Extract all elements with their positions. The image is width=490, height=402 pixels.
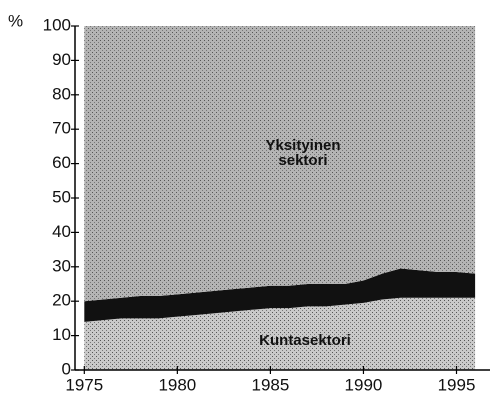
y-tick-label: 0	[62, 359, 71, 378]
x-tick-label: 1975	[65, 375, 103, 394]
x-tick-label: 1995	[438, 375, 476, 394]
y-tick-label: 90	[52, 50, 71, 69]
y-tick-label: 20	[52, 291, 71, 310]
x-tick-label: 1980	[158, 375, 196, 394]
y-tick-label: 40	[52, 222, 71, 241]
y-tick-label: 70	[52, 119, 71, 138]
area-label: Yksityinen sektori	[265, 137, 341, 169]
y-tick-label: 50	[52, 187, 71, 206]
y-tick-label: 60	[52, 153, 71, 172]
y-tick-label: 100	[43, 15, 71, 34]
x-tick-label: 1990	[345, 375, 383, 394]
y-tick-label: 30	[52, 256, 71, 275]
area-label: Kuntasektori	[259, 332, 351, 349]
y-tick-label: 80	[52, 84, 71, 103]
y-axis-label: %	[8, 11, 23, 30]
y-tick-label: 10	[52, 325, 71, 344]
x-tick-label: 1985	[251, 375, 289, 394]
